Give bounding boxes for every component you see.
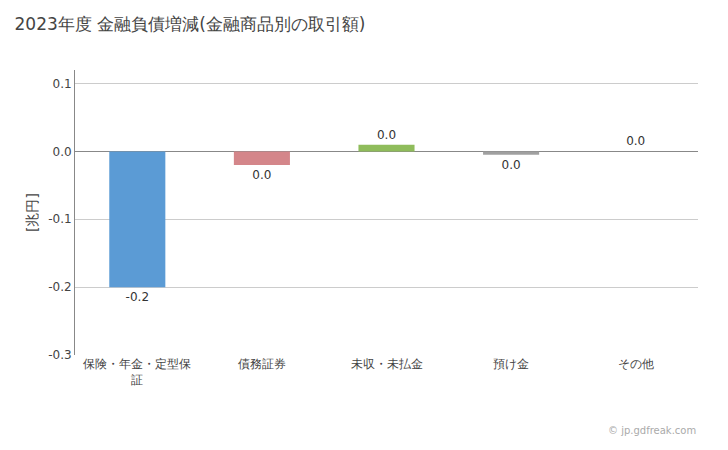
svg-text:0.0: 0.0 (626, 134, 645, 148)
svg-text:0.0: 0.0 (252, 168, 271, 182)
svg-text:© jp.gdfreak.com: © jp.gdfreak.com (608, 425, 696, 436)
svg-text:0.1: 0.1 (53, 77, 72, 91)
svg-text:債務証券: 債務証券 (238, 357, 286, 371)
svg-text:-0.1: -0.1 (48, 212, 71, 226)
svg-text:-0.2: -0.2 (48, 280, 71, 294)
svg-text:保険・年金・定型保証: 保険・年金・定型保証 (83, 357, 191, 387)
svg-text:0.0: 0.0 (377, 128, 396, 142)
svg-text:未収・未払金: 未収・未払金 (351, 357, 423, 371)
svg-text:0.0: 0.0 (53, 145, 72, 159)
svg-text:0.0: 0.0 (502, 158, 521, 172)
svg-text:その他: その他 (618, 357, 654, 371)
svg-text:[兆円]: [兆円] (24, 193, 40, 232)
svg-text:-0.2: -0.2 (126, 290, 149, 304)
svg-text:2023年度 金融負債増減(金融商品別の取引額): 2023年度 金融負債増減(金融商品別の取引額) (15, 14, 366, 34)
svg-text:-0.3: -0.3 (48, 348, 71, 362)
svg-text:預け金: 預け金 (493, 357, 529, 371)
